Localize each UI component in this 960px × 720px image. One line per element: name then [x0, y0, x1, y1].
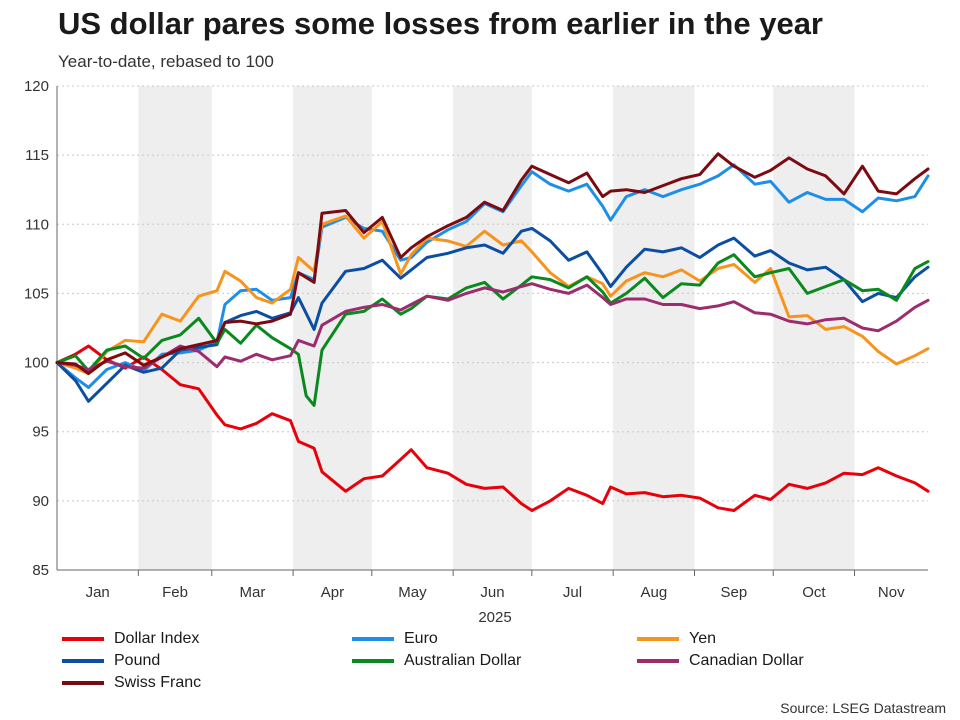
series-line-pound [55, 226, 930, 403]
legend-swatch [637, 637, 679, 641]
legend-label: Swiss Franc [114, 674, 202, 691]
y-tick-label: 115 [25, 147, 49, 164]
x-tick-label: Mar [240, 584, 266, 601]
series-line-australian-dollar [55, 253, 930, 407]
y-tick-label: 100 [24, 355, 49, 372]
legend-swatch [62, 681, 104, 685]
x-tick-label: Jan [86, 584, 110, 601]
y-tick-label: 105 [24, 285, 49, 302]
legend-item: Swiss Franc [62, 674, 201, 692]
legend-item: Australian Dollar [352, 652, 521, 670]
legend-label: Yen [689, 630, 716, 647]
legend-label: Australian Dollar [404, 652, 522, 669]
x-tick-label: Aug [640, 584, 667, 601]
y-tick-label: 95 [32, 424, 49, 441]
legend-swatch [62, 659, 104, 663]
month-band-apr [293, 86, 372, 570]
x-tick-label: Oct [802, 584, 826, 601]
y-axis: 85 90 95 100 105 110 115 120 [24, 78, 58, 579]
chart-title: US dollar pares some losses from earlier… [58, 6, 823, 41]
legend-label: Canadian Dollar [689, 652, 804, 669]
legend-label: Dollar Index [114, 630, 200, 647]
y-tick-label: 110 [25, 216, 49, 233]
series-line-canadian-dollar [55, 282, 930, 371]
legend-swatch [62, 637, 104, 641]
legend-swatch [352, 659, 394, 663]
x-tick-label: Jul [563, 584, 582, 601]
legend-item: Canadian Dollar [637, 652, 804, 670]
month-shading [138, 86, 855, 570]
month-band-feb [138, 86, 212, 570]
y-tick-label: 90 [32, 493, 49, 510]
x-tick-label: May [398, 584, 427, 601]
x-tick-label: Jun [480, 584, 504, 601]
series-line-dollar-index [55, 344, 930, 512]
series-line-yen [55, 214, 930, 376]
legend-item: Pound [62, 652, 160, 670]
source-note: Source: LSEG Datastream [780, 700, 946, 716]
x-tick-label: Feb [162, 584, 188, 601]
month-band-jun [453, 86, 532, 570]
series-line-swiss-franc [55, 152, 930, 376]
x-tick-label: Sep [721, 584, 748, 601]
y-tick-label: 120 [24, 78, 49, 95]
legend-item: Euro [352, 630, 438, 648]
chart-subtitle: Year-to-date, rebased to 100 [58, 52, 274, 71]
x-tick-label: Apr [321, 584, 344, 601]
legend-swatch [352, 637, 394, 641]
x-axis-label: 2025 [478, 609, 511, 626]
legend-item: Yen [637, 630, 716, 648]
x-axis: Jan Feb Mar Apr May Jun Jul Aug Sep Oct Nov [57, 569, 928, 601]
x-tick-label: Nov [878, 584, 905, 601]
series-lines [55, 152, 930, 512]
y-tick-label: 85 [32, 562, 49, 579]
legend-swatch [637, 659, 679, 663]
legend-item: Dollar Index [62, 630, 199, 648]
legend-label: Euro [404, 630, 438, 647]
month-band-aug [613, 86, 695, 570]
legend-label: Pound [114, 652, 161, 669]
